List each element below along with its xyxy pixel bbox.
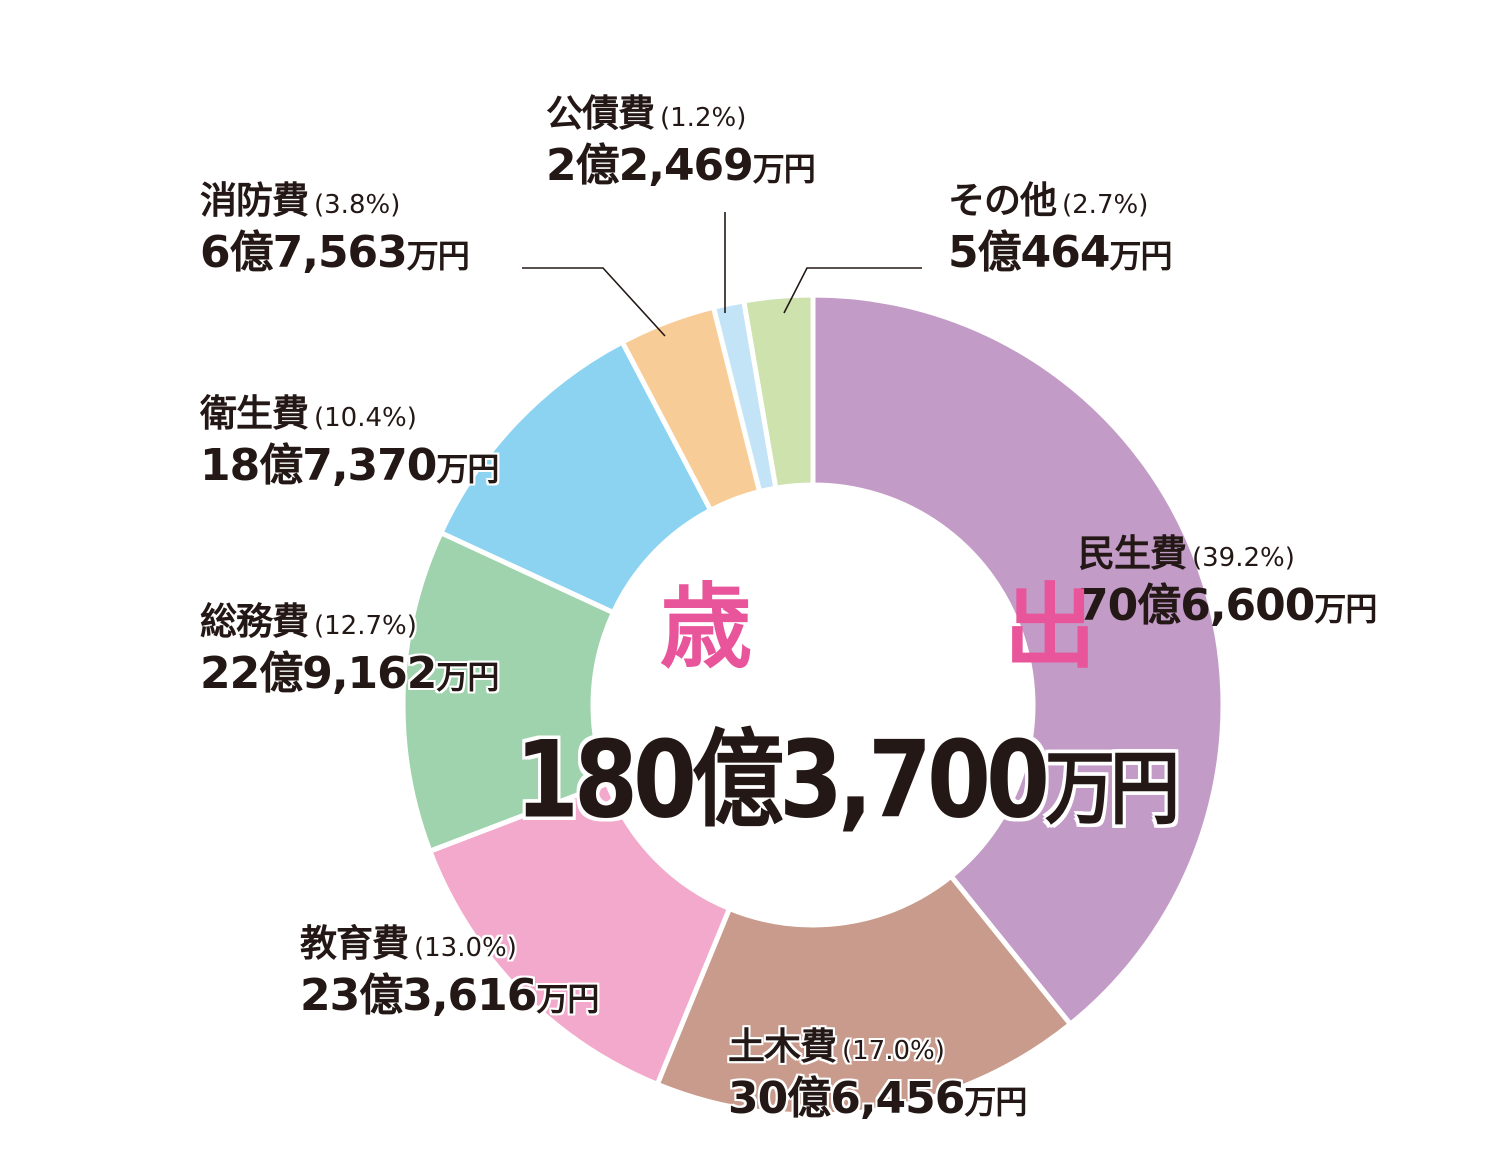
amount-number: 18億7,370: [200, 440, 437, 491]
chart-title: 歳 出: [660, 574, 1177, 681]
leader-line-shobohi: [522, 267, 666, 337]
amount-number: 5億464: [948, 227, 1110, 278]
amount-unit: 万円: [752, 150, 816, 188]
amount-unit: 万円: [436, 658, 499, 696]
amount-number: 6億7,563: [200, 227, 408, 278]
category-amount: 30億6,456万円: [728, 1077, 1027, 1121]
donut-slices: [400, 292, 1226, 1118]
amount-unit: 万円: [1109, 237, 1172, 275]
category-percent: (1.2%): [660, 103, 747, 133]
total-amount: 180億3,700万円: [515, 727, 1180, 837]
category-percent: (3.8%): [314, 190, 401, 220]
label-dobokuhi: 土木費 (17.0%) 30億6,456万円: [728, 1025, 1027, 1121]
label-somuhi: 総務費 (12.7%) 22億9,162万円: [200, 600, 499, 696]
category-name: 公債費: [546, 92, 655, 135]
amount-unit: 万円: [436, 450, 499, 488]
category-amount: 22億9,162万円: [200, 652, 499, 696]
amount-number: 23億3,616: [300, 970, 537, 1021]
category-amount: 23億3,616万円: [300, 974, 599, 1018]
label-minseihi: 民生費 (39.2%) 70億6,600万円: [1078, 532, 1377, 628]
category-percent: (2.7%): [1062, 190, 1149, 220]
amount-unit: 万円: [1314, 590, 1377, 628]
slice-2: [426, 780, 733, 1088]
amount-unit: 万円: [406, 237, 470, 275]
category-name: 土木費: [728, 1025, 837, 1068]
slice-3: [400, 529, 617, 855]
category-percent: (17.0%): [842, 1036, 945, 1066]
category-percent: (13.0%): [414, 933, 517, 963]
label-kosaihi: 公債費 (1.2%) 2億2,469万円: [546, 92, 816, 188]
amount-unit: 万円: [964, 1083, 1027, 1121]
category-name: 民生費: [1078, 532, 1187, 575]
category-percent: (10.4%): [314, 403, 417, 433]
category-amount: 2億2,469万円: [546, 144, 816, 188]
label-sonota: その他 (2.7%) 5億464万円: [948, 179, 1172, 275]
amount-number: 22億9,162: [200, 648, 437, 699]
slice-1: [654, 872, 1074, 1118]
category-name: 総務費: [200, 600, 309, 643]
label-eiseihi: 衛生費 (10.4%) 18億7,370万円: [200, 392, 499, 488]
amount-unit: 万円: [536, 980, 599, 1018]
category-amount: 70億6,600万円: [1078, 584, 1377, 628]
category-percent: (39.2%): [1192, 543, 1295, 573]
leader-line-sonota: [783, 267, 922, 314]
slice-0: [810, 292, 1226, 1028]
category-amount: 5億464万円: [948, 231, 1172, 275]
label-shobohi: 消防費 (3.8%) 6億7,563万円: [200, 179, 470, 275]
category-amount: 18億7,370万円: [200, 444, 499, 488]
label-kyoikuhi: 教育費 (13.0%) 23億3,616万円: [300, 922, 599, 1018]
total-number: 180億3,700: [515, 718, 1050, 842]
category-name: その他: [948, 179, 1057, 222]
category-name: 教育費: [300, 922, 409, 965]
amount-number: 2億2,469: [546, 140, 754, 191]
category-amount: 6億7,563万円: [200, 231, 470, 275]
amount-number: 70億6,600: [1078, 580, 1315, 631]
category-name: 消防費: [200, 179, 309, 222]
category-percent: (12.7%): [314, 611, 417, 641]
leader-lines: [522, 212, 922, 337]
slice-7: [740, 292, 816, 492]
total-unit: 万円: [1045, 741, 1180, 837]
category-name: 衛生費: [200, 392, 309, 435]
amount-number: 30億6,456: [728, 1073, 965, 1124]
